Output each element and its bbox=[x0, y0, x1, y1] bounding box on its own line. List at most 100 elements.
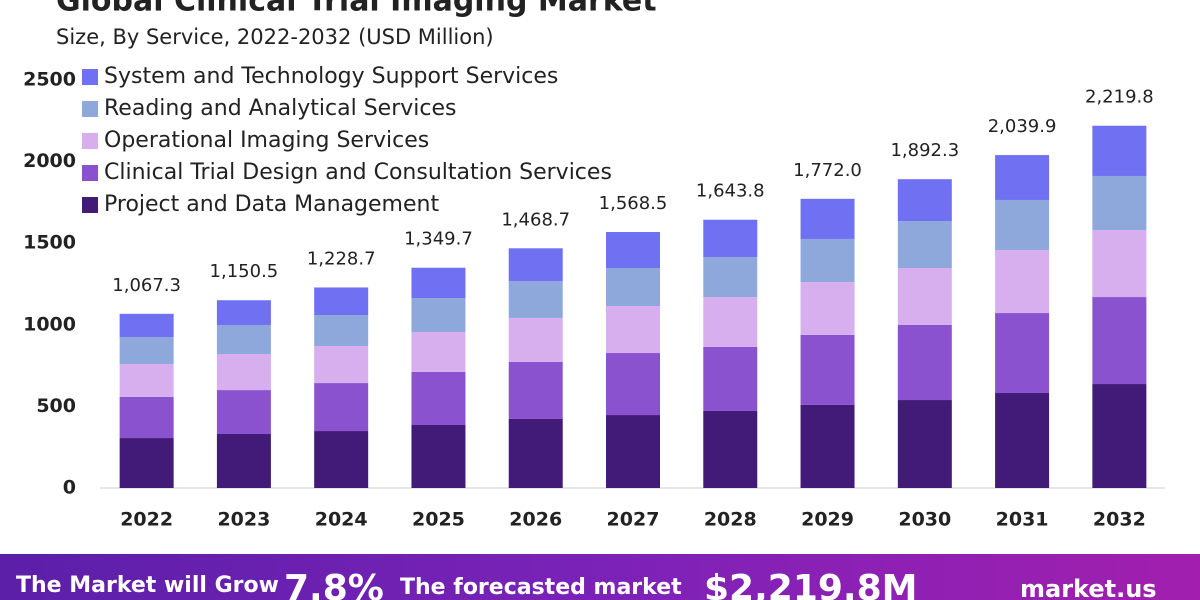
bar-segment bbox=[508, 418, 563, 488]
bar-segment bbox=[314, 346, 369, 384]
total-label: 1,643.8 bbox=[696, 181, 765, 202]
y-tick-label: 1000 bbox=[23, 313, 76, 335]
bar-segment bbox=[314, 383, 369, 432]
bar-segment bbox=[606, 353, 660, 416]
bar-segment bbox=[897, 179, 952, 222]
x-tick-label: 2028 bbox=[704, 509, 757, 531]
y-tick-label: 1500 bbox=[23, 232, 76, 254]
bar-segment bbox=[606, 232, 660, 269]
total-label: 1,468.7 bbox=[501, 209, 570, 230]
bar-segment bbox=[606, 268, 660, 307]
total-label: 2,219.8 bbox=[1085, 87, 1154, 108]
x-tick-label: 2030 bbox=[898, 509, 951, 531]
bar-segment bbox=[800, 198, 855, 239]
bar-segment bbox=[216, 300, 271, 325]
bar-segment bbox=[800, 238, 855, 283]
bar-segment bbox=[119, 363, 174, 397]
bar-segment bbox=[508, 317, 563, 363]
bar-segment bbox=[703, 297, 758, 347]
bar-segment bbox=[508, 281, 563, 318]
bar-segment bbox=[995, 199, 1050, 251]
x-tick-label: 2027 bbox=[607, 509, 660, 531]
banner bbox=[0, 554, 1200, 600]
bar-segment bbox=[606, 415, 660, 488]
bar-segment bbox=[411, 371, 466, 426]
bar-segment bbox=[995, 313, 1050, 394]
banner-text: The forecasted market bbox=[400, 575, 682, 600]
bar-segment bbox=[1092, 297, 1147, 385]
banner-brand: market.us bbox=[1020, 575, 1157, 600]
legend-swatch bbox=[82, 197, 98, 213]
bar-segment bbox=[411, 425, 466, 488]
banner-cagr: 7.8% bbox=[284, 568, 384, 600]
bar-segment bbox=[119, 313, 174, 338]
bar-segment bbox=[897, 221, 952, 269]
total-label: 1,349.7 bbox=[404, 229, 473, 250]
bar-segment bbox=[800, 404, 855, 488]
bar-segment bbox=[703, 219, 758, 258]
y-tick-label: 0 bbox=[63, 477, 76, 499]
legend-swatch bbox=[82, 165, 98, 181]
total-label: 2,039.9 bbox=[988, 116, 1057, 137]
x-tick-label: 2023 bbox=[217, 509, 270, 531]
legend-swatch bbox=[82, 133, 98, 149]
bar-segment bbox=[314, 315, 369, 347]
bar-segment bbox=[995, 155, 1050, 200]
chart-subtitle: Size, By Service, 2022-2032 (USD Million… bbox=[56, 25, 494, 49]
bar-segment bbox=[314, 287, 369, 316]
bar-segment bbox=[995, 393, 1050, 488]
bar-segment bbox=[216, 324, 271, 355]
legend-label: Operational Imaging Services bbox=[104, 128, 429, 153]
bar-segment bbox=[800, 282, 855, 335]
legend-swatch bbox=[82, 101, 98, 117]
bar-segment bbox=[216, 354, 271, 391]
x-tick-label: 2024 bbox=[315, 509, 368, 531]
banner-value: $2,219.8M bbox=[704, 568, 917, 600]
bar-segment bbox=[411, 298, 466, 332]
y-tick-label: 2000 bbox=[23, 150, 76, 172]
bar-segment bbox=[1092, 384, 1147, 488]
bar-segment bbox=[119, 396, 174, 439]
total-label: 1,772.0 bbox=[793, 160, 862, 181]
bar-segment bbox=[411, 267, 466, 299]
bar-segment bbox=[1092, 175, 1147, 230]
total-label: 1,568.5 bbox=[599, 193, 668, 214]
x-tick-label: 2025 bbox=[412, 509, 465, 531]
bar-segment bbox=[1092, 125, 1147, 176]
legend-label: Project and Data Management bbox=[104, 192, 439, 217]
y-tick-label: 500 bbox=[36, 395, 76, 417]
total-label: 1,150.5 bbox=[210, 261, 279, 282]
bar-segment bbox=[897, 268, 952, 325]
bar-segment bbox=[897, 400, 952, 488]
bar-segment bbox=[508, 362, 563, 419]
bar-segment bbox=[216, 433, 271, 488]
legend-label: System and Technology Support Services bbox=[104, 64, 558, 89]
y-tick-label: 2500 bbox=[23, 69, 76, 91]
total-label: 1,067.3 bbox=[112, 275, 181, 296]
bar-segment bbox=[119, 438, 174, 488]
bar-segment bbox=[508, 248, 563, 282]
x-tick-label: 2032 bbox=[1093, 509, 1146, 531]
bar-segment bbox=[897, 324, 952, 401]
bar-segment bbox=[703, 410, 758, 488]
bar-segment bbox=[703, 346, 758, 411]
bar-segment bbox=[800, 334, 855, 405]
bar-segment bbox=[314, 431, 369, 488]
legend-label: Clinical Trial Design and Consultation S… bbox=[104, 160, 612, 185]
legend-label: Reading and Analytical Services bbox=[104, 96, 456, 121]
bar-segment bbox=[216, 390, 271, 434]
x-tick-label: 2031 bbox=[996, 509, 1049, 531]
bar-segment bbox=[995, 250, 1050, 314]
total-label: 1,892.3 bbox=[890, 140, 959, 161]
legend-swatch bbox=[82, 69, 98, 85]
bar-segment bbox=[1092, 229, 1147, 298]
x-tick-label: 2022 bbox=[120, 509, 173, 531]
x-tick-label: 2029 bbox=[801, 509, 854, 531]
total-label: 1,228.7 bbox=[307, 248, 376, 269]
bar-segment bbox=[703, 257, 758, 298]
bar-segment bbox=[606, 306, 660, 354]
x-tick-label: 2026 bbox=[509, 509, 562, 531]
banner-text: The Market will Grow bbox=[16, 573, 279, 598]
chart-title: Global Clinical Trial Imaging Market bbox=[56, 0, 657, 19]
